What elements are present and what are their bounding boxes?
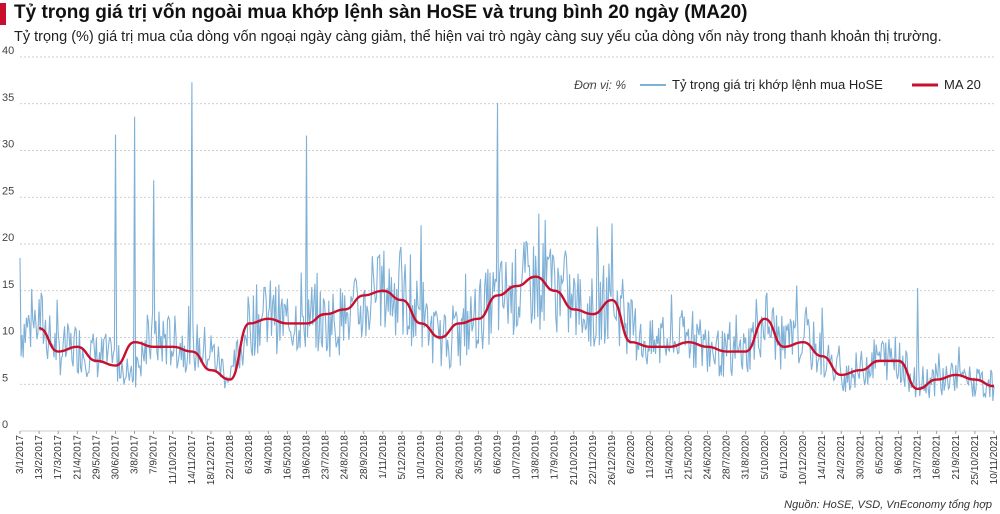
x-tick-label: 10/12/2020 — [798, 435, 809, 485]
x-tick-label: 10/7/2019 — [512, 435, 523, 480]
x-tick-label: 17/3/2017 — [53, 435, 64, 480]
x-tick-label: 21/9/2021 — [951, 435, 962, 480]
x-tick-label: 6/11/2020 — [779, 435, 790, 479]
x-tick-label: 6/6/2019 — [492, 435, 503, 474]
x-tick-label: 10/11/2021 — [989, 435, 1000, 485]
x-tick-label: 21/5/2020 — [683, 435, 694, 480]
x-tick-label: 15/4/2020 — [664, 435, 675, 480]
chart-title: Tỷ trọng giá trị vốn ngoài mua khớp lệnh… — [14, 2, 748, 23]
x-tick-label: 30/3/2021 — [855, 435, 866, 480]
series-daily-line — [19, 82, 995, 401]
x-tick-label: 30/6/2017 — [110, 435, 121, 480]
x-tick-label: 14/11/2017 — [187, 435, 198, 485]
x-tick-label: 31/8/2020 — [741, 435, 752, 480]
y-tick-label: 5 — [2, 372, 8, 384]
x-tick-label: 9/4/2018 — [263, 435, 274, 474]
y-tick-label: 15 — [2, 279, 14, 291]
x-tick-label: 5/12/2018 — [397, 435, 408, 480]
x-tick-label: 7/9/2017 — [149, 435, 160, 474]
y-tick-label: 40 — [2, 45, 14, 57]
x-tick-label: 16/5/2018 — [282, 435, 293, 480]
title-accent-bar — [0, 3, 6, 25]
x-tick-label: 28/7/2020 — [722, 435, 733, 480]
x-tick-label: 16/8/2021 — [932, 435, 943, 480]
x-tick-label: 13/2/2017 — [34, 435, 45, 480]
x-tick-label: 24/6/2020 — [703, 435, 714, 480]
x-tick-label: 6/2/2020 — [626, 435, 637, 474]
x-tick-label: 28/9/2018 — [359, 435, 370, 480]
y-tick-label: 30 — [2, 139, 14, 151]
x-tick-label: 5/10/2020 — [760, 435, 771, 480]
x-tick-label: 10/1/2019 — [416, 435, 427, 480]
x-tick-label: 18/12/2017 — [206, 435, 217, 485]
x-tick-label: 26/12/2019 — [607, 435, 618, 485]
legend-label-daily: Tỷ trọng giá trị khớp lệnh mua HoSE — [672, 77, 883, 92]
legend-label-ma20: MA 20 — [944, 77, 981, 92]
y-tick-label: 25 — [2, 185, 14, 197]
y-tick-label: 0 — [2, 419, 8, 431]
y-tick-label: 20 — [2, 232, 14, 244]
y-tick-label: 35 — [2, 92, 14, 104]
x-tick-label: 24/2/2021 — [836, 435, 847, 480]
x-tick-label: 14/1/2021 — [817, 435, 828, 480]
x-tick-label: 17/9/2019 — [550, 435, 561, 480]
x-tick-label: 19/6/2018 — [301, 435, 312, 480]
y-tick-label: 10 — [2, 326, 14, 338]
x-tick-label: 11/3/2020 — [645, 435, 656, 479]
x-tick-label: 22/1/2018 — [225, 435, 236, 480]
x-tick-label: 3/5/2019 — [473, 435, 484, 474]
x-tick-label: 25/10/2021 — [970, 435, 981, 485]
chart-subtitle: Tỷ trọng (%) giá trị mua của dòng vốn ng… — [14, 29, 942, 45]
source-note: Nguồn: HoSE, VSD, VnEconomy tổng hợp — [784, 499, 992, 511]
x-tick-label: 13/8/2019 — [531, 435, 542, 480]
x-tick-label: 21/10/2019 — [569, 435, 580, 485]
x-tick-label: 9/6/2021 — [894, 435, 905, 474]
x-tick-label: 6/5/2021 — [874, 435, 885, 474]
x-tick-label: 1/11/2018 — [378, 435, 389, 479]
unit-label: Đơn vị: % — [574, 78, 626, 92]
x-tick-label: 3/1/2017 — [15, 435, 26, 474]
x-tick-label: 11/10/2017 — [168, 435, 179, 485]
x-tick-label: 23/7/2018 — [321, 435, 332, 480]
x-tick-label: 29/5/2017 — [91, 435, 102, 480]
x-tick-label: 26/3/2019 — [454, 435, 465, 480]
series-ma20-line — [38, 275, 995, 391]
x-tick-label: 13/7/2021 — [913, 435, 924, 480]
x-tick-label: 6/3/2018 — [244, 435, 255, 474]
x-tick-label: 22/11/2019 — [588, 435, 599, 485]
x-tick-label: 20/2/2019 — [435, 435, 446, 480]
x-tick-label: 21/4/2017 — [72, 435, 83, 480]
x-tick-label: 24/8/2018 — [340, 435, 351, 480]
x-tick-label: 3/8/2017 — [130, 435, 141, 474]
